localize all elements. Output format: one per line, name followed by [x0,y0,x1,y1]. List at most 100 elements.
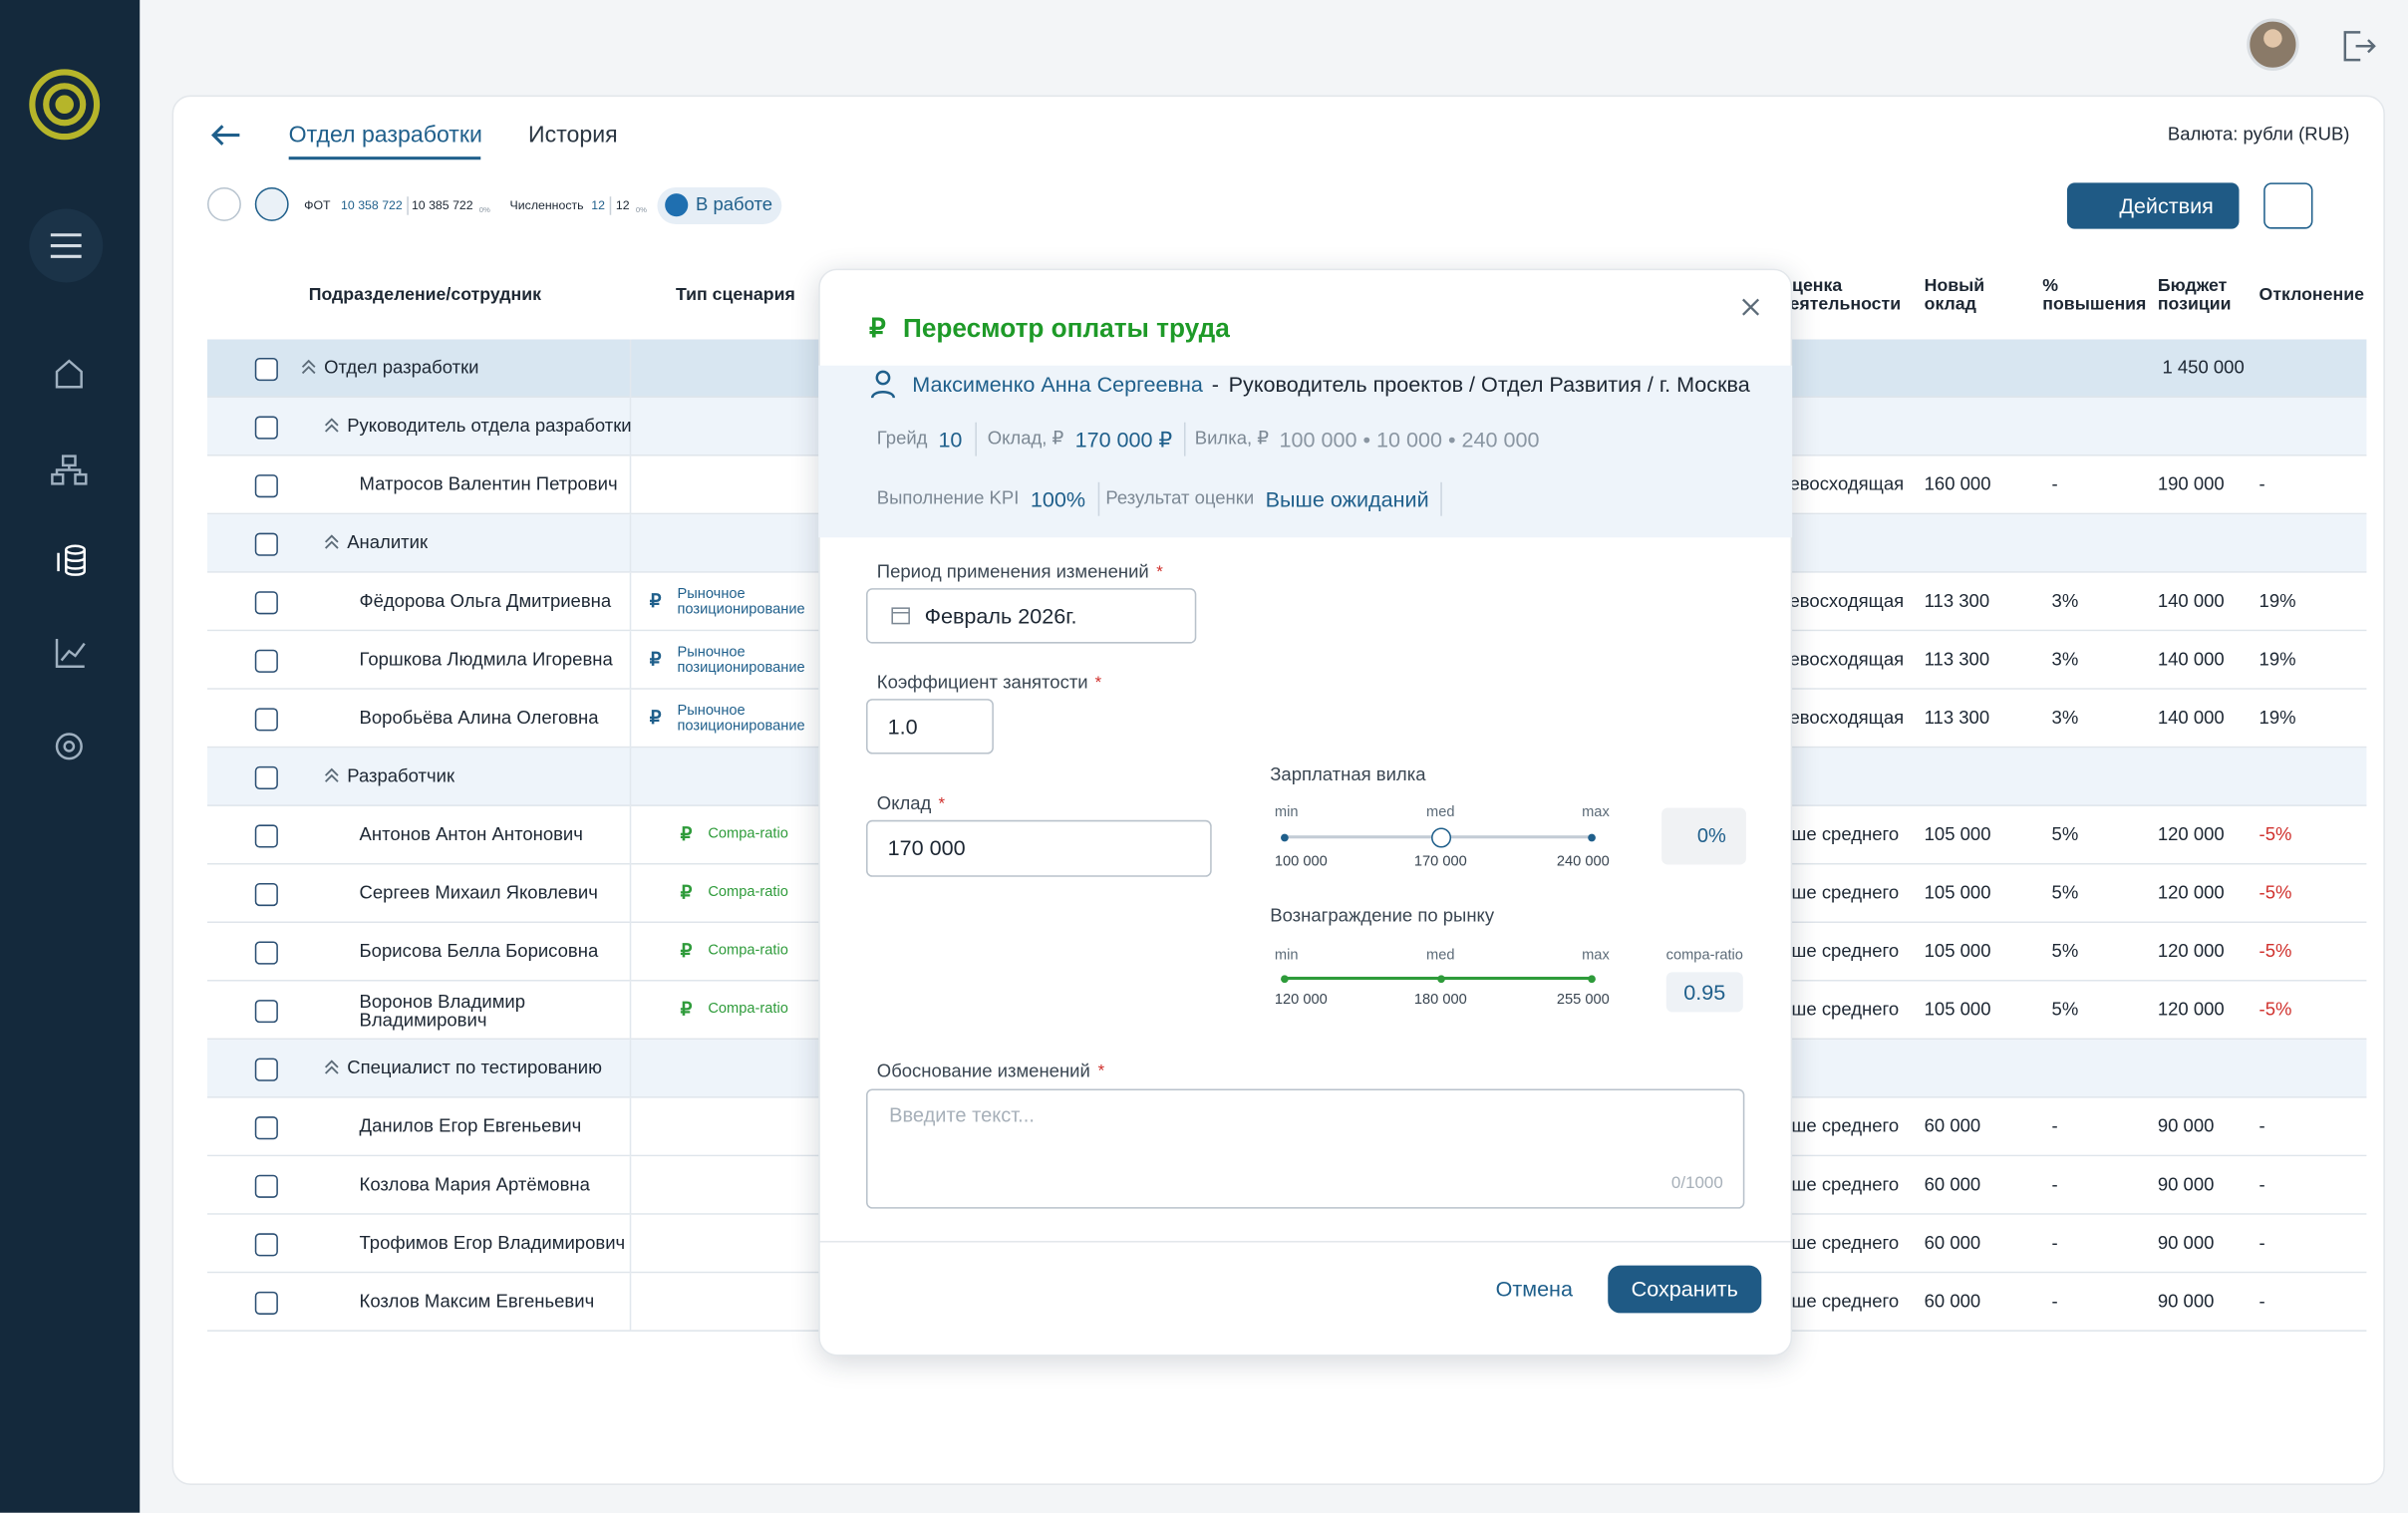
actions-button[interactable] [2066,182,2240,229]
range-title: Вознаграждение по рынку [1270,904,1495,927]
close-button[interactable] [1740,296,1762,318]
column-divider [629,981,632,1041]
range-handle[interactable] [1431,827,1452,848]
raise: - [2051,1114,2058,1137]
collapse-chevron[interactable] [301,359,316,375]
filter-button[interactable] [2263,182,2313,229]
deviation: 19% [2258,706,2296,729]
raise: 3% [2051,589,2079,612]
cancel-button[interactable]: Отмена [1495,1276,1573,1301]
settings-icon[interactable] [55,733,83,760]
tab[interactable]: История [528,122,618,149]
salary-input[interactable] [866,819,1212,877]
logout-icon[interactable] [2343,31,2376,62]
range-mark-label: min [1274,803,1299,821]
calendar-glyph [891,607,910,625]
row-checkbox[interactable] [254,824,278,848]
separator: - [1211,371,1219,397]
field-label: Коэффициент занятости [876,671,1088,694]
row-checkbox[interactable] [254,358,278,382]
row-name: Аналитик [347,531,429,553]
column-divider [629,339,632,399]
row-checkbox[interactable] [254,1174,278,1198]
budget: 120 000 [2157,881,2225,904]
structure-icon[interactable] [51,454,88,485]
tab[interactable]: Отдел разработки [288,122,482,149]
column-divider [629,923,632,982]
range-mark-label: min [1274,946,1299,964]
save-button[interactable] [1608,1265,1762,1314]
analytics-icon[interactable] [55,638,86,668]
row-checkbox[interactable] [254,1058,278,1081]
range-dot [1280,974,1288,983]
row-name: Трофимов Егор Владимирович [359,1231,626,1254]
fact-divider [1097,481,1100,516]
fact-divider [1440,481,1442,516]
scenario: Рыночное позиционирование [677,702,805,735]
row-name: Руководитель отдела разработки [347,415,632,437]
row-checkbox[interactable] [254,882,278,907]
range-dot [1280,832,1288,841]
row-name: Отдел разработки [324,356,479,379]
range-value: 170 000 [1413,852,1467,870]
deviation: - [2258,1114,2265,1137]
fact-label: Результат оценки [1105,486,1255,509]
row-checkbox[interactable] [254,765,278,789]
new-salary: 105 000 [1924,998,1991,1021]
actions-label[interactable]: Действия [2119,193,2214,218]
salary-icon[interactable] [57,544,86,576]
row-checkbox[interactable] [254,532,278,556]
reason-textarea[interactable] [866,1088,1745,1209]
collapse-chevron[interactable] [324,1059,339,1074]
row-checkbox[interactable] [254,416,278,440]
fact-value: 100 000 • 10 000 • 240 000 [1279,427,1540,452]
fact-value: 170 000 ₽ [1074,427,1173,452]
period-input[interactable] [866,588,1197,644]
row-name: Воронов Владимир Владимирович [359,990,526,1031]
top-right-icons [2247,18,2376,71]
row-checkbox[interactable] [254,1116,278,1140]
deviation: -5% [2258,998,2292,1021]
row-checkbox[interactable] [254,649,278,673]
raise: 5% [2051,823,2079,845]
collapse-chevron[interactable] [324,418,339,433]
row-name: Воробьёва Алина Олеговна [359,706,599,729]
divider [407,196,409,215]
save-label[interactable]: Сохранить [1631,1276,1738,1301]
collapse-chevron[interactable] [324,767,339,782]
char-counter: 0/1000 [1670,1174,1723,1193]
required-mark: * [1097,1061,1105,1081]
rate-input[interactable] [866,699,994,755]
menu-icon[interactable] [50,233,82,258]
row-checkbox[interactable] [254,708,278,732]
range-value: 240 000 [1556,852,1610,870]
collapse-chevron[interactable] [324,534,339,549]
close-icon[interactable] [1740,296,1762,318]
row-checkbox[interactable] [254,941,278,965]
text: Численность [509,198,584,213]
back-arrow[interactable] [209,120,243,151]
employee-position: Руководитель проектов / Отдел Развития /… [1228,371,1750,397]
raise: 3% [2051,648,2079,670]
text: 12 [615,198,630,213]
person-icon [869,369,897,400]
range-mark-label: max [1582,946,1610,964]
row-checkbox[interactable] [254,591,278,615]
column-header: Тип сценария [675,286,795,305]
raise: - [2051,1173,2058,1195]
row-checkbox[interactable] [254,1233,278,1257]
required-mark: * [938,794,946,814]
budget: 120 000 [2157,940,2225,962]
new-salary: 113 300 [1924,648,1990,670]
scenario: Compa-ratio [708,1000,788,1018]
row-checkbox[interactable] [254,1291,278,1315]
deviation: - [2258,1231,2265,1254]
currency-icon: ₽ [680,881,693,904]
column-divider [629,1214,632,1274]
row-checkbox[interactable] [254,1000,278,1024]
home-icon[interactable] [55,359,83,389]
currency-icon: ₽ [649,648,662,670]
chart-toggle[interactable] [254,186,289,221]
row-checkbox[interactable] [254,474,278,498]
calendar-toggle[interactable] [207,186,241,221]
